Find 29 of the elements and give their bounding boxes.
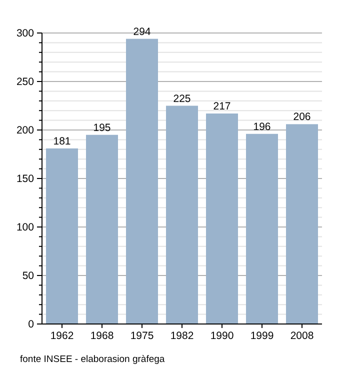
bar xyxy=(286,124,318,324)
data-label: 195 xyxy=(93,122,111,134)
data-label: 196 xyxy=(253,120,271,133)
x-tick-label: 1990 xyxy=(210,330,234,342)
bar xyxy=(206,114,238,324)
x-tick-label: 2008 xyxy=(290,330,314,342)
bar xyxy=(166,106,198,324)
y-tick-label: 200 xyxy=(16,124,34,137)
data-label: 217 xyxy=(213,100,231,113)
data-label: 181 xyxy=(53,135,71,148)
bar xyxy=(46,148,78,324)
bar xyxy=(86,134,118,324)
data-label: 294 xyxy=(133,26,151,38)
y-tick-label: 300 xyxy=(16,28,34,40)
y-tick-label: 100 xyxy=(16,222,34,234)
y-tick-label: 150 xyxy=(16,173,34,186)
y-tick-label: 50 xyxy=(22,270,34,282)
data-label: 225 xyxy=(173,92,191,105)
bar xyxy=(246,134,278,324)
x-tick-label: 1982 xyxy=(170,330,194,342)
x-tick-label: 1975 xyxy=(130,330,154,342)
y-tick-label: 250 xyxy=(16,76,34,88)
y-tick-label: 0 xyxy=(28,318,34,331)
data-label: 206 xyxy=(293,111,311,124)
source-note: fonte INSEE - elaborasion gràfega xyxy=(20,354,166,365)
x-tick-label: 1968 xyxy=(90,330,114,342)
bar xyxy=(126,38,158,324)
x-tick-label: 1999 xyxy=(250,330,274,342)
x-tick-label: 1962 xyxy=(50,330,74,342)
